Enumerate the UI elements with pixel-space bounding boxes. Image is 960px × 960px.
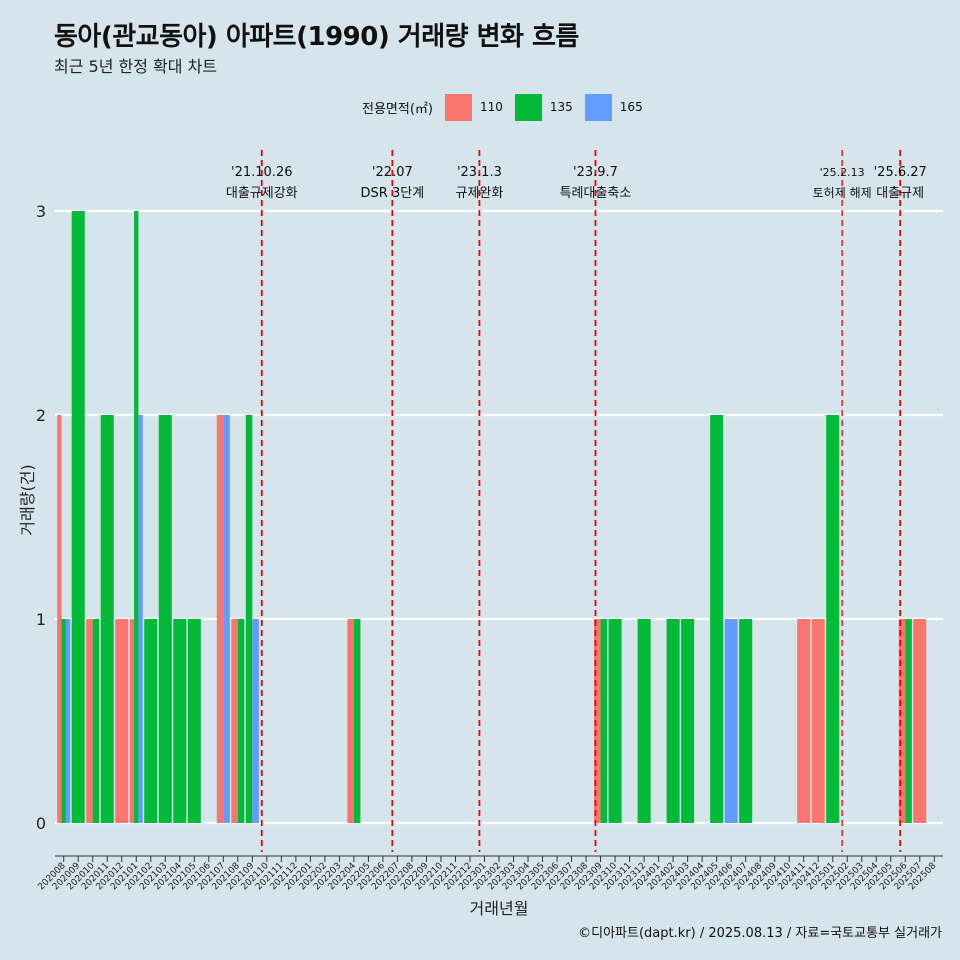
annotation-label: 대출규제 xyxy=(876,186,924,201)
legend-item-110: 110 xyxy=(444,93,507,121)
bar-165-202107 xyxy=(223,415,230,823)
bar-135-202102 xyxy=(144,619,158,823)
bar-135-202104 xyxy=(173,619,187,823)
bar-135-202405 xyxy=(710,415,724,823)
bar-110-202012 xyxy=(115,619,129,823)
bar-135-202309 xyxy=(600,619,608,823)
legend-swatch-135 xyxy=(514,93,542,121)
bar-165-202406 xyxy=(724,619,738,823)
annotation-label: 규제완화 xyxy=(455,186,503,201)
annotation-label: 특례대출축소 xyxy=(560,186,632,201)
bar-135-202312 xyxy=(637,619,651,823)
legend-swatch-110 xyxy=(444,93,472,121)
annotation-label: DSR 3단계 xyxy=(361,186,425,201)
bar-110-202309 xyxy=(594,619,601,823)
legend: 전용면적(㎡) 110 135 165 xyxy=(362,92,655,122)
bar-110-202101 xyxy=(129,619,135,823)
bar-135-202101 xyxy=(134,211,139,823)
legend-label-135: 135 xyxy=(549,100,573,114)
bar-135-202403 xyxy=(681,619,695,823)
bar-110-202108 xyxy=(231,619,238,823)
annotation-date: '25.2.13 xyxy=(820,166,865,179)
annotation-date: '23.1.3 xyxy=(457,165,502,180)
legend-item-165: 165 xyxy=(584,93,647,121)
bar-110-202506 xyxy=(898,619,906,823)
legend-swatch-165 xyxy=(584,93,612,121)
bar-135-202402 xyxy=(666,619,680,823)
y-axis-title: 거래량(건) xyxy=(18,464,37,535)
y-tick-label: 2 xyxy=(36,406,46,425)
annotation-date: '21.10.26 xyxy=(231,165,292,180)
annotation-date: '22.07 xyxy=(372,165,413,180)
annotation-label: 토허제 해제 xyxy=(813,186,872,200)
annotation-date: '25.6.27 xyxy=(874,165,927,180)
bar-110-202507 xyxy=(913,619,927,823)
bar-135-202109 xyxy=(245,415,253,823)
x-axis-title: 거래년월 xyxy=(470,899,529,918)
bar-135-202009 xyxy=(71,211,85,823)
legend-title: 전용면적(㎡) xyxy=(362,101,433,117)
bar-110-202010 xyxy=(86,619,93,823)
bar-165-202101 xyxy=(138,415,143,823)
bar-135-202010 xyxy=(92,619,100,823)
bar-135-202105 xyxy=(187,619,201,823)
legend-label-110: 110 xyxy=(479,100,503,114)
bar-135-202501 xyxy=(826,415,840,823)
bar-110-202107 xyxy=(216,415,224,823)
bar-135-202108 xyxy=(237,619,245,823)
bar-165-202109 xyxy=(252,619,259,823)
bar-165-202008 xyxy=(65,619,71,823)
bar-135-202008 xyxy=(61,619,66,823)
y-tick-label: 3 xyxy=(36,202,46,221)
bar-135-202011 xyxy=(100,415,114,823)
chart-subtitle: 최근 5년 한정 확대 차트 xyxy=(54,57,218,76)
bar-110-202008 xyxy=(57,415,62,823)
chart-title: 동아(관교동아) 아파트(1990) 거래량 변화 흐름 xyxy=(54,22,579,52)
chart-caption: ©디아파트(dapt.kr) / 2025.08.13 / 자료=국토교통부 실… xyxy=(578,926,942,941)
legend-label-165: 165 xyxy=(619,100,643,114)
bar-135-202204 xyxy=(353,619,361,823)
bar-135-202103 xyxy=(158,415,172,823)
y-tick-label: 0 xyxy=(36,814,46,833)
bar-110-202412 xyxy=(811,619,825,823)
legend-item-135: 135 xyxy=(514,93,577,121)
annotation-date: '23.9.7 xyxy=(573,165,618,180)
annotation-label: 대출규제강화 xyxy=(226,186,298,201)
bar-110-202411 xyxy=(797,619,811,823)
bar-135-202310 xyxy=(608,619,622,823)
bar-135-202506 xyxy=(905,619,912,823)
bar-135-202407 xyxy=(739,619,753,823)
y-tick-label: 1 xyxy=(36,610,46,629)
bar-110-202204 xyxy=(347,619,354,823)
